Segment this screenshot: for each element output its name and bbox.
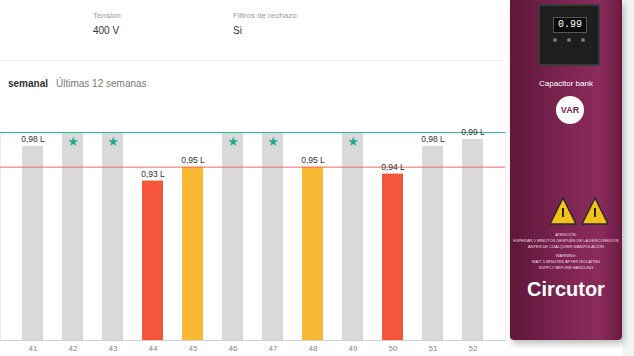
html-text:VAR: VAR bbox=[560, 105, 580, 115]
html-text:WAIT 5 MINUTES AFTER ISOLATING: WAIT 5 MINUTES AFTER ISOLATING bbox=[531, 259, 601, 264]
svg-text:51: 51 bbox=[429, 344, 438, 353]
svg-text:0,95 L: 0,95 L bbox=[301, 155, 325, 165]
html-text:semanal: semanal bbox=[8, 78, 48, 89]
svg-text:0,98 L: 0,98 L bbox=[421, 134, 445, 144]
html-text:Filtros de rechazo: Filtros de rechazo bbox=[233, 11, 297, 20]
svg-text:★: ★ bbox=[347, 134, 359, 149]
html-text:ESPERAR 5 MINUTOS DESPUÉS DE L: ESPERAR 5 MINUTOS DESPUÉS DE LA DESCONEX… bbox=[513, 238, 619, 243]
svg-text:50: 50 bbox=[389, 344, 398, 353]
html-text:Últimas 12 semanas: Últimas 12 semanas bbox=[56, 78, 147, 89]
html-text:ATENCIÓN:: ATENCIÓN: bbox=[555, 232, 577, 237]
svg-text:44: 44 bbox=[149, 344, 158, 353]
html-text:0.99: 0.99 bbox=[558, 19, 582, 30]
svg-text:★: ★ bbox=[267, 134, 279, 149]
svg-text:0,93 L: 0,93 L bbox=[141, 169, 165, 179]
svg-text:46: 46 bbox=[229, 344, 238, 353]
svg-text:49: 49 bbox=[349, 344, 358, 353]
svg-text:0,99 L: 0,99 L bbox=[461, 127, 485, 137]
svg-text:0,98 L: 0,98 L bbox=[21, 134, 45, 144]
svg-text:41: 41 bbox=[29, 344, 38, 353]
svg-text:45: 45 bbox=[189, 344, 198, 353]
svg-text:42: 42 bbox=[69, 344, 78, 353]
svg-text:★: ★ bbox=[227, 134, 239, 149]
html-text:Capacitor bank: Capacitor bank bbox=[539, 79, 593, 88]
html-text:SUPPLY BEFORE HANDLING: SUPPLY BEFORE HANDLING bbox=[538, 265, 594, 270]
svg-text:43: 43 bbox=[109, 344, 118, 353]
html-text:WARNING:: WARNING: bbox=[555, 253, 577, 258]
html-text:ANTES DE CUALQUIER MANIPULACIÓ: ANTES DE CUALQUIER MANIPULACIÓN bbox=[528, 244, 604, 249]
svg-text:0,94 L: 0,94 L bbox=[381, 162, 405, 172]
svg-text:★: ★ bbox=[67, 134, 79, 149]
html-text:Circutor: Circutor bbox=[527, 278, 605, 300]
html-text:Tensión: Tensión bbox=[93, 11, 121, 20]
html-text:Si: Si bbox=[233, 25, 242, 36]
svg-text:0,95 L: 0,95 L bbox=[181, 155, 205, 165]
svg-text:52: 52 bbox=[469, 344, 478, 353]
html-text:400 V: 400 V bbox=[93, 25, 120, 36]
svg-text:47: 47 bbox=[269, 344, 278, 353]
svg-text:★: ★ bbox=[107, 134, 119, 149]
svg-text:48: 48 bbox=[309, 344, 318, 353]
